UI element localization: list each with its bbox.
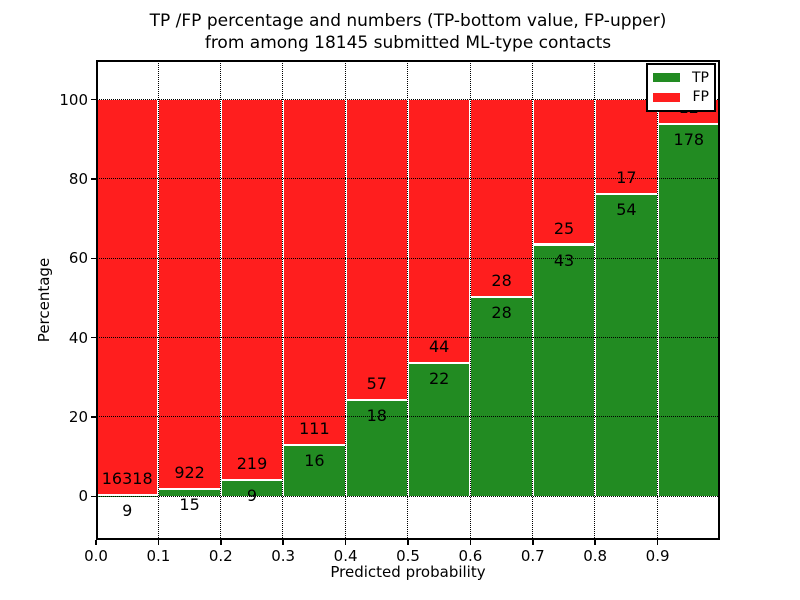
chart-title-line2: from among 18145 submitted ML-type conta…: [204, 33, 612, 53]
bar-label-tp: 178: [673, 129, 705, 149]
x-tick-label: 0.6: [458, 547, 483, 565]
x-tick-label: 0.8: [583, 547, 608, 565]
bar-segment-tp: [596, 194, 657, 497]
gridline-vertical: [220, 60, 222, 540]
bar-segment-fp: [471, 99, 532, 298]
bar-label-fp: 219: [236, 453, 268, 473]
x-tick-label: 0.5: [396, 547, 420, 565]
x-axis-label: Predicted probability: [330, 563, 486, 581]
bar-label-tp: 9: [122, 501, 133, 521]
x-tick: [594, 540, 596, 545]
gridline-vertical: [656, 60, 658, 540]
x-tick-label: 0.3: [271, 547, 296, 565]
legend: TP FP: [646, 63, 716, 112]
x-tick-label: 0.4: [333, 547, 358, 565]
gridline-vertical: [344, 60, 346, 540]
bar-segment-tp: [284, 446, 345, 497]
x-tick-label: 0.1: [146, 547, 171, 565]
x-tick: [220, 540, 222, 545]
legend-item-tp: TP: [653, 70, 709, 86]
bar-segment-tp: [471, 298, 532, 497]
bar-label-fp: 57: [366, 374, 387, 394]
y-tick: [91, 416, 96, 418]
legend-label: FP: [692, 89, 710, 106]
y-tick: [91, 336, 96, 339]
y-tick: [91, 98, 96, 101]
bar-label-tp: 15: [179, 495, 200, 514]
bar-label-tp: 22: [429, 369, 450, 389]
gridline-vertical: [469, 60, 471, 540]
bar-label-tp: 54: [616, 199, 637, 219]
x-tick: [469, 540, 472, 545]
y-tick-label: 40: [68, 328, 88, 347]
x-tick-label: 0.0: [84, 547, 108, 565]
y-tick-label: 80: [68, 170, 88, 188]
chart-title-line1: TP /FP percentage and numbers (TP-bottom…: [149, 11, 667, 31]
bar-label-tp: 43: [553, 250, 575, 270]
y-tick: [91, 257, 96, 260]
x-tick: [532, 540, 534, 545]
chart-title: TP /FP percentage and numbers (TP-bottom…: [150, 10, 667, 54]
x-tick: [656, 540, 659, 545]
bar-label-fp: 16318: [101, 469, 153, 489]
gridline-vertical: [282, 60, 284, 540]
bar-segment-fp: [346, 99, 407, 402]
y-tick: [91, 495, 96, 498]
x-tick: [157, 540, 160, 545]
y-tick: [91, 178, 96, 180]
bar-segment-fp: [284, 99, 345, 447]
y-tick-label: 20: [68, 408, 88, 427]
x-tick-label: 0.9: [645, 547, 670, 565]
x-tick-label: 0.2: [208, 547, 233, 565]
bar-segment-fp: [409, 99, 470, 365]
bar-label-fp: 17: [616, 167, 637, 187]
grid-layer: [96, 60, 720, 540]
bar-label-fp: 111: [299, 419, 330, 439]
bar-segment-fp: [159, 99, 220, 490]
y-tick-label: 100: [59, 90, 88, 109]
x-tick-label: 0.7: [520, 547, 545, 565]
bar-labels-layer: 16318 9 922 15 219 9 111 16 57 18 44 22 28 28 25 43 17 54…: [96, 60, 720, 540]
bar-segment-tp: [658, 124, 719, 497]
y-tick-label: 0: [78, 487, 88, 506]
bar-label-tp: 18: [366, 406, 387, 426]
bar-label-fp: 44: [429, 337, 450, 357]
bar-label-tp: 9: [246, 485, 258, 505]
legend-swatch-tp: [653, 73, 680, 83]
y-tick-label: 60: [68, 249, 88, 268]
gridline-vertical: [407, 60, 409, 540]
bar-label-fp: 28: [491, 271, 512, 291]
gridline-vertical: [157, 60, 159, 540]
x-tick: [95, 540, 97, 545]
bar-segment-fp: [533, 99, 595, 246]
x-tick: [282, 540, 284, 545]
bar-segment-fp: [97, 99, 158, 497]
gridline-vertical: [532, 60, 534, 540]
bar-segment-tp: [409, 364, 470, 497]
bar-segment-tp: [159, 490, 220, 497]
legend-swatch-fp: [653, 92, 680, 102]
bar-segment-tp: [533, 245, 595, 497]
legend-item-fp: FP: [653, 89, 709, 105]
bar-label-tp: 28: [491, 303, 512, 323]
x-tick: [407, 540, 409, 545]
bar-label-fp: 25: [553, 218, 575, 238]
bar-label-fp: 922: [174, 463, 205, 482]
legend-label: TP: [692, 69, 709, 86]
bar-segment-tp: [221, 480, 283, 497]
gridline-vertical: [594, 60, 596, 540]
x-tick: [344, 540, 347, 545]
bar-label-tp: 16: [304, 451, 325, 471]
plot-area: 16318 9 922 15 219 9 111 16 57 18 44 22 28 28 25 43 17 54…: [96, 60, 720, 540]
